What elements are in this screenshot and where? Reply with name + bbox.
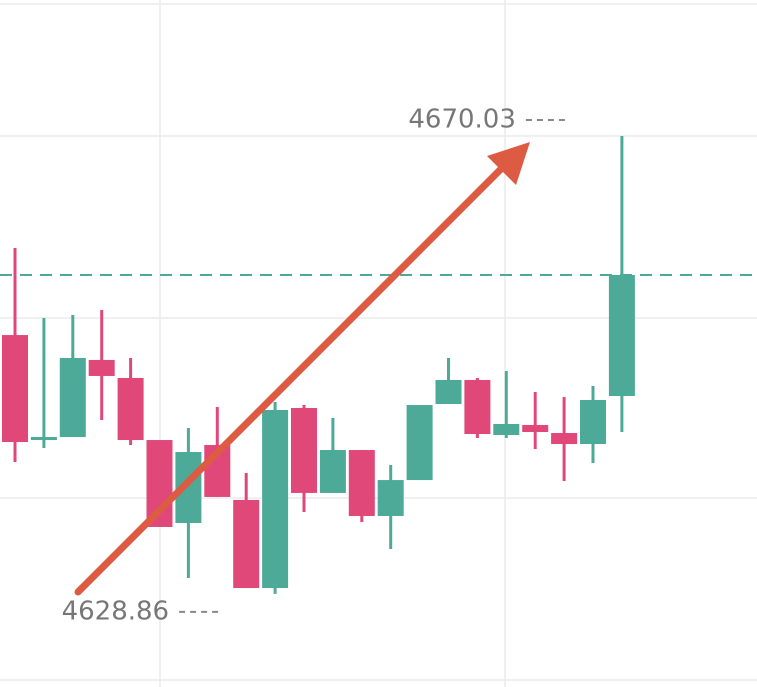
candle-body — [608, 275, 635, 396]
trend-arrow — [74, 161, 509, 596]
candle-body — [580, 399, 606, 445]
candle-body — [406, 404, 433, 481]
candle-body — [377, 480, 404, 516]
candle-body — [348, 450, 375, 516]
extreme-label: 4670.03 — [408, 104, 516, 134]
candle-body — [88, 359, 115, 376]
candle-body — [435, 379, 462, 404]
candle-body — [493, 424, 520, 436]
candle-body — [522, 425, 549, 433]
candle-body — [319, 450, 346, 493]
candle-body — [233, 499, 260, 589]
candle-body — [2, 335, 28, 443]
candle-body — [551, 433, 578, 445]
candle-body — [291, 407, 317, 493]
trend-arrow-head — [487, 142, 530, 185]
candle-body — [464, 379, 491, 435]
candle-body — [59, 357, 86, 438]
candle-body — [30, 437, 57, 441]
candle-body — [117, 377, 144, 441]
extreme-label: 4628.86 — [62, 596, 170, 626]
candle-body — [262, 409, 289, 589]
